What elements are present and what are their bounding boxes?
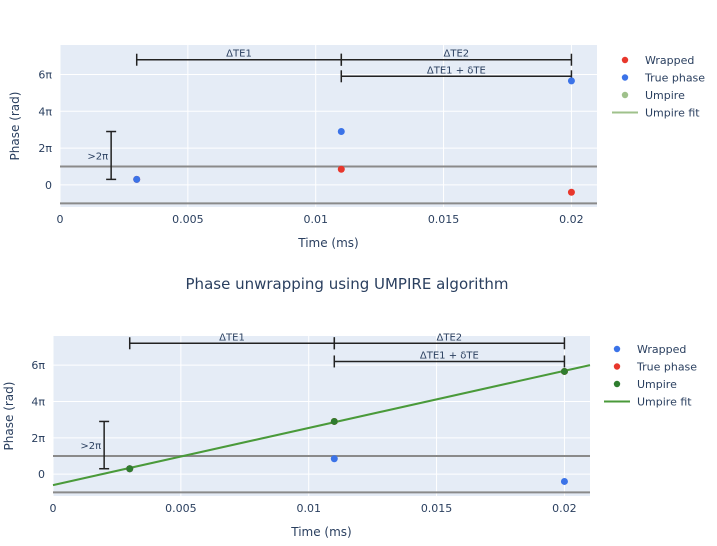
y-tick-label: 2π bbox=[38, 142, 52, 155]
plot-area bbox=[60, 45, 597, 207]
phase-jump-bar: >2π bbox=[80, 420, 110, 470]
middle-title: Phase unwrapping using UMPIRE algorithm bbox=[186, 275, 509, 293]
legend-swatch bbox=[621, 56, 629, 64]
data-point bbox=[133, 175, 141, 183]
data-point bbox=[567, 188, 575, 196]
x-tick-label: 0 bbox=[57, 213, 64, 226]
y-tick-label: 4π bbox=[31, 395, 45, 408]
x-axis-label: Time (ms) bbox=[290, 525, 352, 539]
interval-label: ΔTE1 bbox=[226, 49, 252, 60]
data-point bbox=[330, 455, 338, 463]
x-tick-label: 0.005 bbox=[165, 502, 197, 515]
interval-annotation: ΔTE2 bbox=[333, 332, 566, 350]
legend: Wrapped True phase Umpire Umpire fit bbox=[604, 343, 697, 409]
chart-1: 0 0.005 0.01 0.015 0.02 0 2π 4π 6π Time (ms) Phase… bbox=[8, 45, 705, 250]
x-tick-label: 0.015 bbox=[428, 213, 460, 226]
jump-label: >2π bbox=[80, 441, 101, 452]
y-tick-label: 0 bbox=[38, 468, 45, 481]
legend-item[interactable]: Umpire fit bbox=[612, 107, 700, 120]
legend-swatch bbox=[613, 345, 621, 353]
y-tick-label: 0 bbox=[45, 179, 52, 192]
data-point bbox=[337, 128, 345, 136]
y-tick-label: 6π bbox=[31, 359, 45, 372]
x-tick-label: 0.01 bbox=[296, 502, 321, 515]
legend-item[interactable]: Umpire fit bbox=[604, 396, 692, 409]
legend-swatch bbox=[621, 91, 629, 99]
y-tick-label: 6π bbox=[38, 68, 52, 81]
interval-annotation: ΔTE2 bbox=[340, 49, 573, 66]
interval-label: ΔTE1 + δTE bbox=[420, 350, 479, 361]
legend: Wrapped True phase Umpire Umpire fit bbox=[612, 54, 705, 120]
data-point bbox=[560, 367, 568, 375]
phase-jump-bar: >2π bbox=[87, 130, 117, 181]
legend-label: Umpire fit bbox=[645, 107, 700, 120]
legend-label: Wrapped bbox=[645, 54, 694, 67]
x-tick-label: 0.015 bbox=[421, 502, 453, 515]
x-tick-label: 0.005 bbox=[172, 213, 204, 226]
x-tick-label: 0 bbox=[50, 502, 57, 515]
interval-label: ΔTE2 bbox=[437, 332, 463, 343]
data-point bbox=[126, 465, 134, 473]
y-tick-label: 2π bbox=[31, 432, 45, 445]
data-point bbox=[337, 165, 345, 173]
legend-item[interactable]: Umpire bbox=[613, 378, 677, 391]
legend-label: Wrapped bbox=[637, 343, 686, 356]
fit-line bbox=[52, 364, 591, 487]
x-axis-label: Time (ms) bbox=[297, 236, 359, 250]
legend-swatch bbox=[613, 363, 621, 370]
legend-label: True phase bbox=[636, 361, 697, 374]
y-axis-label: Phase (rad) bbox=[2, 382, 16, 451]
x-tick-label: 0.01 bbox=[303, 213, 328, 226]
legend-item[interactable]: Wrapped bbox=[621, 54, 695, 67]
data-point bbox=[330, 417, 338, 425]
y-axis-label: Phase (rad) bbox=[8, 92, 22, 161]
legend-item[interactable]: True phase bbox=[621, 72, 705, 85]
legend-swatch bbox=[621, 74, 629, 81]
x-tick-label: 0.02 bbox=[559, 213, 584, 226]
interval-label: ΔTE1 + δTE bbox=[427, 65, 486, 76]
interval-label: ΔTE1 bbox=[219, 332, 245, 343]
chart-2: 0 0.005 0.01 0.015 0.02 0 2π 4π 6π Time (ms) Phase… bbox=[2, 332, 697, 539]
legend-swatch bbox=[613, 380, 621, 388]
legend-label: True phase bbox=[644, 72, 705, 85]
interval-label: ΔTE2 bbox=[444, 49, 470, 60]
legend-item[interactable]: Wrapped bbox=[613, 343, 687, 356]
interval-annotation: ΔTE1 + δTE bbox=[333, 350, 566, 368]
y-tick-label: 4π bbox=[38, 105, 52, 118]
data-point bbox=[560, 477, 568, 485]
plot-area bbox=[53, 336, 590, 496]
legend-label: Umpire fit bbox=[637, 396, 692, 409]
legend-item[interactable]: True phase bbox=[613, 361, 697, 374]
legend-label: Umpire bbox=[637, 378, 677, 391]
x-tick-label: 0.02 bbox=[552, 502, 577, 515]
jump-label: >2π bbox=[87, 151, 108, 162]
legend-label: Umpire bbox=[645, 89, 685, 102]
data-point bbox=[567, 77, 575, 85]
legend-item[interactable]: Umpire bbox=[621, 89, 685, 102]
